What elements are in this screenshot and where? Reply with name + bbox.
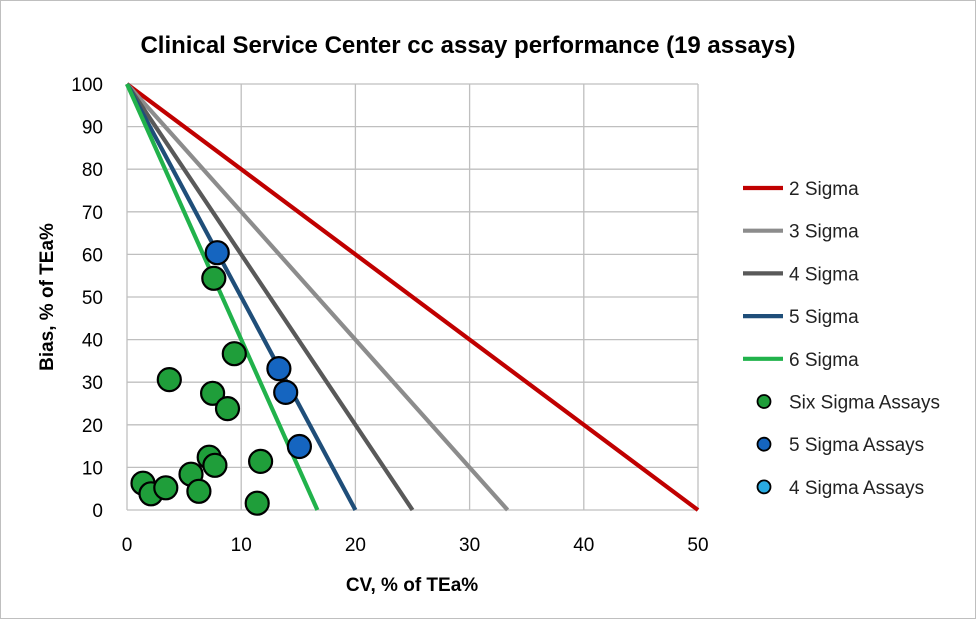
data-point-series-0: [248, 448, 274, 474]
data-point-series-0: [214, 396, 241, 422]
data-point-series-0: [200, 380, 226, 406]
legend-label: 3 Sigma: [789, 222, 859, 243]
data-point-series-0: [156, 367, 182, 393]
y-tick-labels: 0 10 20 30 40 50 60 70 80 90 100: [71, 75, 103, 522]
scatter-points: [130, 240, 312, 516]
x-tick-labels: 0 10 20 30 40 50: [122, 535, 709, 556]
sigma-line-3: [125, 82, 510, 512]
legend-label: 4 Sigma Assays: [789, 478, 924, 499]
x-axis-label: CV, % of TEa%: [346, 575, 478, 596]
chart-title: Clinical Service Center cc assay perform…: [140, 32, 795, 59]
data-point-series-0: [186, 478, 212, 504]
x-tick-label: 10: [231, 535, 252, 556]
legend-label: 2 Sigma: [789, 179, 859, 200]
x-tick-label: 30: [459, 535, 480, 556]
data-point-series-1: [266, 356, 292, 382]
y-tick-label: 60: [82, 245, 103, 266]
y-tick-label: 50: [82, 288, 103, 309]
y-tick-label: 100: [71, 75, 103, 96]
y-tick-label: 40: [82, 331, 103, 352]
y-tick-label: 20: [82, 416, 103, 437]
data-point-series-1: [204, 240, 230, 266]
y-tick-label: 70: [82, 203, 103, 224]
sigma-line-5: [125, 83, 358, 511]
sigma-line-4: [125, 82, 415, 512]
sigma-line-6: [125, 83, 320, 511]
y-tick-label: 10: [82, 458, 103, 479]
y-tick-label: 30: [82, 373, 103, 394]
x-tick-label: 20: [345, 535, 366, 556]
data-point-series-0: [202, 452, 228, 478]
legend-swatch-marker: [756, 436, 772, 452]
sigma-lines: [125, 82, 700, 512]
legend-label: 5 Sigma Assays: [789, 435, 924, 456]
legend-label: 5 Sigma: [789, 307, 859, 328]
y-tick-label: 80: [82, 160, 103, 181]
data-point-series-1: [286, 433, 312, 460]
legend-label: Six Sigma Assays: [789, 393, 940, 414]
legend-label: 4 Sigma: [789, 264, 859, 285]
x-tick-label: 0: [122, 535, 133, 556]
x-tick-label: 40: [573, 535, 594, 556]
legend-label: 6 Sigma: [789, 350, 859, 371]
data-point-series-0: [221, 341, 247, 367]
y-axis-label: Bias, % of TEa%: [37, 223, 58, 371]
sigma-line-2: [125, 82, 700, 512]
data-point-series-1: [273, 379, 299, 405]
data-point-series-0: [153, 475, 179, 501]
legend-swatch-marker: [756, 394, 772, 409]
x-tick-label: 50: [687, 535, 708, 556]
legend-swatch-marker: [756, 479, 772, 495]
legend: 2 Sigma 3 Sigma 4 Sigma 5 Sigma 6 Sigma Six S…: [743, 179, 940, 499]
gridlines: [126, 83, 699, 511]
data-point-series-0: [201, 265, 227, 291]
y-tick-label: 0: [92, 501, 103, 522]
y-tick-label: 90: [82, 118, 103, 139]
data-point-series-0: [244, 490, 270, 516]
